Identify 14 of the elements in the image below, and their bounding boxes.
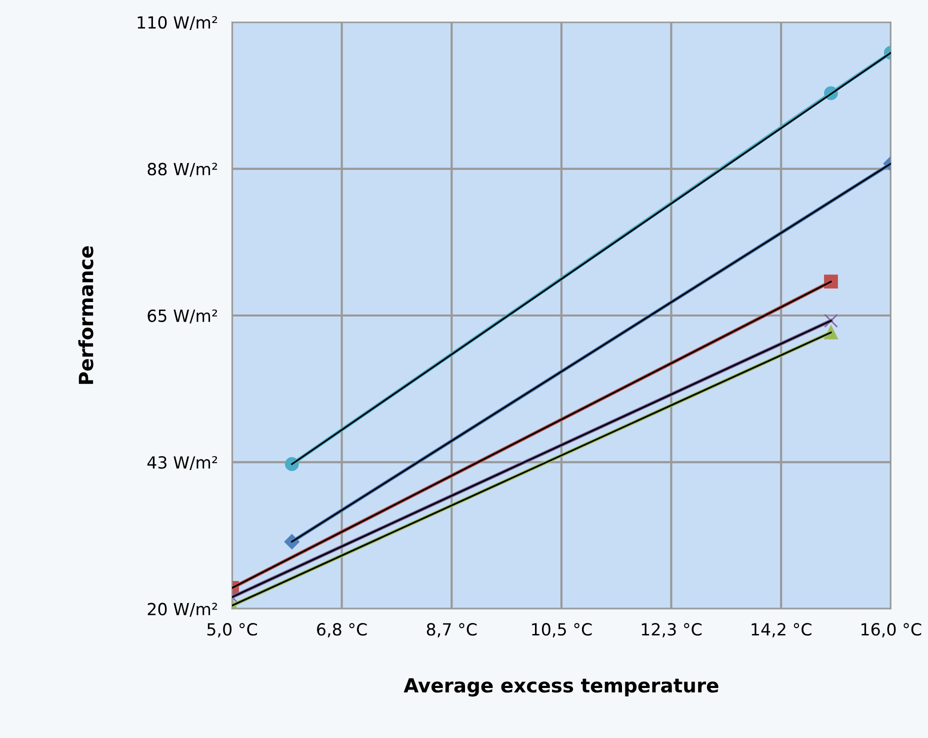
x-tick-label: 5,0 °C [207, 623, 257, 638]
y-tick-label: 20 W/m² [148, 602, 218, 617]
x-tick-label: 6,8 °C [317, 623, 367, 638]
y-axis-title: Performance [78, 246, 94, 384]
x-tick-label: 16,0 °C [862, 623, 922, 638]
x-tick-label: 8,7 °C [426, 623, 477, 638]
x-axis-title: Average excess temperature [404, 678, 718, 697]
y-tick-label: 110 W/m² [138, 16, 218, 30]
x-tick-label: 12,3 °C [642, 623, 702, 638]
y-tick-label: 88 W/m² [148, 162, 218, 177]
x-tick-label: 10,5 °C [532, 623, 592, 638]
x-tick-label: 14,2 °C [752, 623, 812, 638]
y-tick-label: 65 W/m² [148, 309, 218, 324]
y-tick-label: 43 W/m² [147, 456, 218, 470]
